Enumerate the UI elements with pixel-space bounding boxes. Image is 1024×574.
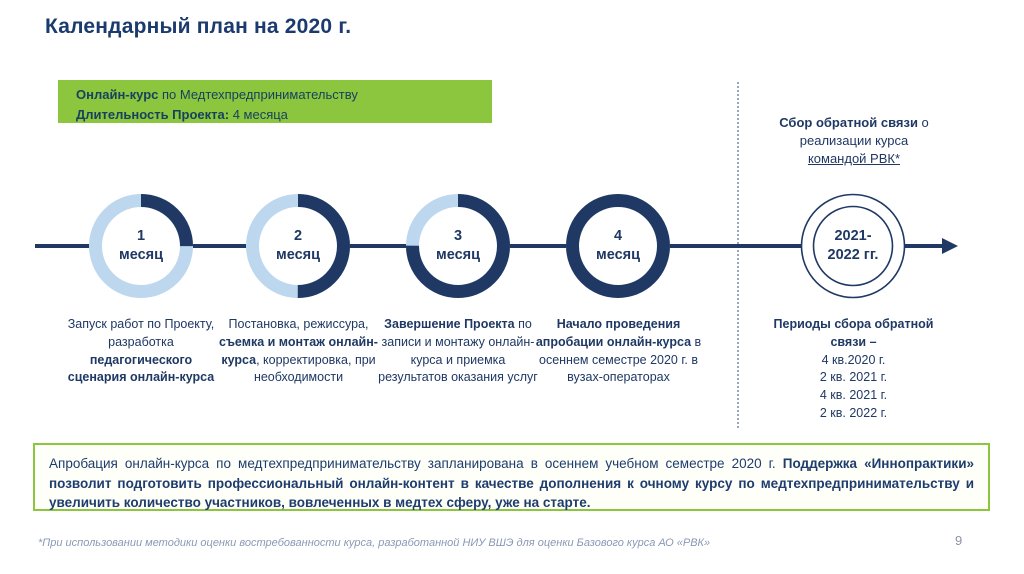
milestone-label: 4 месяц <box>565 193 671 299</box>
feedback-period-item: 4 кв.2020 г. <box>821 352 886 367</box>
milestone-circle-3: 3 месяц <box>405 193 511 299</box>
feedback-note-underlined: командой РВК* <box>807 151 901 167</box>
milestone-circle-1: 1 месяц <box>88 193 194 299</box>
feedback-period-item: 4 кв. 2021 г. <box>819 388 888 402</box>
feedback-period-item: 2 кв. 2022 г. <box>819 405 888 420</box>
milestone-label: 2 месяц <box>245 193 351 299</box>
milestone-unit: месяц <box>275 247 321 263</box>
desc-post: в осеннем семестре 2020 г. в вузах-опера… <box>539 334 702 385</box>
timeline-arrowhead-icon <box>942 238 958 254</box>
project-course-rest: по Медтехпредпринимательству <box>158 87 358 102</box>
desc-pre: Постановка, режиссура, <box>228 317 369 331</box>
footnote: *При использовании методики оценки востр… <box>38 537 711 549</box>
feedback-note-bold: Сбор обратной связи <box>779 115 918 130</box>
milestone-number: 4 <box>613 228 623 245</box>
milestone-number: 3 <box>453 228 463 245</box>
progress-ring-100-icon <box>566 194 670 298</box>
project-info-line2: Длительность Проекта: 4 месяца <box>76 105 484 125</box>
project-info-box: Онлайн-курс по Медтехпредпринимательству… <box>58 80 492 123</box>
milestone-unit: месяц <box>435 247 481 263</box>
feedback-note: Сбор обратной связи о реализации курса к… <box>770 114 938 169</box>
summary-bold: Поддержка «Иннопрактики» позволит подгот… <box>49 456 974 511</box>
desc-post: по записи и монтажу онлайн-курса и прием… <box>378 317 538 385</box>
milestone-description-2: Постановка, режиссура, съемка и монтаж о… <box>216 316 381 387</box>
milestone-unit: месяц <box>595 247 641 263</box>
desc-bold: съемка и монтаж онлайн-курса <box>219 334 378 367</box>
summary-box: Апробация онлайн-курса по медтехпредприн… <box>33 443 990 511</box>
project-info-line1: Онлайн-курс по Медтехпредпринимательству <box>76 85 484 105</box>
double-ring-icon <box>800 193 906 299</box>
progress-ring-75-icon <box>406 194 510 298</box>
desc-bold: Начало проведения апробации онлайн-курса <box>535 317 692 349</box>
milestone-number: 1 <box>136 228 146 245</box>
progress-ring-50-icon <box>246 194 350 298</box>
milestone-unit: месяц <box>118 247 164 263</box>
end-marker-years-line1: 2021- <box>834 228 872 245</box>
project-duration-value: 4 месяца <box>229 106 288 122</box>
milestone-label: 1 месяц <box>88 193 194 299</box>
progress-ring-25-icon <box>89 194 193 298</box>
milestone-number: 2 <box>293 228 303 245</box>
feedback-period-item: 2 кв. 2021 г. <box>819 370 888 385</box>
milestone-description-4: Начало проведения апробации онлайн-курса… <box>531 316 706 387</box>
milestone-label: 3 месяц <box>405 193 511 299</box>
desc-pre: Запуск работ по Проекту, разработка <box>67 317 215 349</box>
project-duration-label: Длительность Проекта: <box>76 106 230 122</box>
page-title: Календарный план на 2020 г. <box>45 15 352 38</box>
desc-bold: педагогического сценария онлайн-курса <box>67 352 215 385</box>
end-marker-label: 2021- 2022 гг. <box>800 193 906 299</box>
milestone-circle-2: 2 месяц <box>245 193 351 299</box>
milestone-description-1: Запуск работ по Проекту, разработка педа… <box>61 316 221 387</box>
feedback-periods-title: Периоды сбора обратной связи – <box>773 317 934 349</box>
end-marker-circle: 2021- 2022 гг. <box>800 193 906 299</box>
summary-normal: Апробация онлайн-курса по медтехпредприн… <box>49 456 783 471</box>
milestone-circle-4: 4 месяц <box>565 193 671 299</box>
desc-post: , корректировка, при необходимости <box>253 352 376 385</box>
desc-bold: Завершение Проекта <box>384 317 515 331</box>
milestone-description-3: Завершение Проекта по записи и монтажу о… <box>378 316 538 387</box>
project-course-label: Онлайн-курс <box>76 87 159 102</box>
feedback-note-normal: о реализации курса <box>799 115 929 149</box>
feedback-periods: Периоды сбора обратной связи – 4 кв.2020… <box>766 316 941 423</box>
page-number: 9 <box>955 533 963 548</box>
dashed-divider <box>737 82 739 428</box>
end-marker-years-line2: 2022 гг. <box>827 247 879 263</box>
